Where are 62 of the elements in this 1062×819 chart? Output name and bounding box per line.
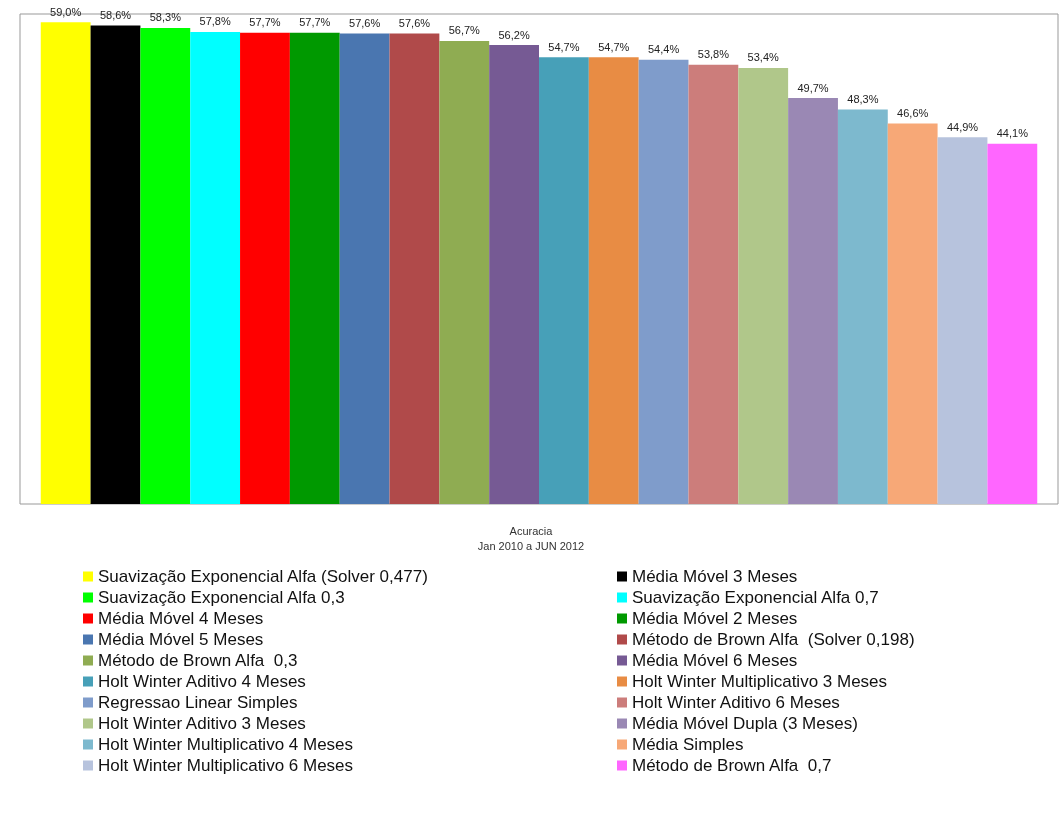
legend-label: Regressao Linear Simples <box>98 693 298 712</box>
legend-label: Média Móvel 6 Meses <box>632 651 798 670</box>
legend-label: Holt Winter Aditivo 3 Meses <box>98 714 306 733</box>
bar <box>40 22 91 504</box>
legend-label: Média Móvel 5 Meses <box>98 630 264 649</box>
legend-label: Média Móvel 2 Meses <box>632 609 798 628</box>
bar <box>140 27 191 504</box>
data-label: 57,6% <box>398 17 431 30</box>
data-label: 57,6% <box>349 17 381 30</box>
bar <box>887 123 938 504</box>
legend-label: Média Simples <box>632 735 744 754</box>
bar <box>389 33 440 504</box>
legend-label: Método de Brown Alfa 0,3 <box>98 651 298 670</box>
bar <box>339 33 390 504</box>
bar <box>588 57 639 504</box>
legend-label: Suavização Exponencial Alfa (Solver 0,477) <box>98 567 428 586</box>
data-label: 53,8% <box>697 48 730 61</box>
legend-label: Método de Brown Alfa (Solver 0,198) <box>632 630 915 649</box>
text: Acuracia <box>509 524 554 537</box>
data-label: 56,7% <box>448 24 481 37</box>
bar <box>90 25 141 504</box>
bar <box>937 137 988 504</box>
data-label: 44,9% <box>946 120 979 133</box>
legend-label: Método de Brown Alfa 0,7 <box>632 756 832 775</box>
data-label: 44,1% <box>996 127 1029 140</box>
bar <box>987 143 1038 504</box>
data-label: 56,2% <box>498 28 530 41</box>
legend-label: Holt Winter Aditivo 4 Meses <box>98 672 306 691</box>
bar <box>439 40 490 504</box>
data-label: 57,8% <box>199 15 231 28</box>
data-label: 48,3% <box>847 93 879 106</box>
data-label: 57,7% <box>249 16 281 29</box>
bar <box>489 45 539 504</box>
legend-label: Média Móvel 3 Meses <box>632 567 798 586</box>
legend-label: Média Móvel 4 Meses <box>98 609 264 628</box>
data-label: 46,6% <box>897 106 929 119</box>
bar <box>837 109 888 504</box>
bar <box>190 31 241 504</box>
data-label: 59,0% <box>50 5 82 18</box>
legend-label: Holt Winter Aditivo 6 Meses <box>632 693 840 712</box>
data-label: 54,7% <box>598 40 630 53</box>
data-label: 54,7% <box>548 40 580 53</box>
data-label: 58,6% <box>99 8 132 21</box>
data-label: 53,4% <box>747 51 780 64</box>
data-label: 57,7% <box>299 16 331 29</box>
legend-label: Suavização Exponencial Alfa 0,7 <box>632 588 879 607</box>
data-label: 54,4% <box>647 43 680 56</box>
legend-label: Média Móvel Dupla (3 Meses) <box>632 714 858 733</box>
bar <box>738 67 789 504</box>
bar <box>539 57 589 504</box>
bar <box>289 32 340 504</box>
legend-label: Suavização Exponencial Alfa 0,3 <box>98 588 345 607</box>
bar <box>788 98 838 504</box>
bar <box>240 32 290 504</box>
data-label: 49,7% <box>797 81 829 94</box>
data-label: 58,3% <box>149 11 182 24</box>
legend-label: Holt Winter Multiplicativo 4 Meses <box>98 735 354 754</box>
bar <box>688 64 739 504</box>
bar <box>638 59 689 504</box>
text: Jan 2010 a JUN 2012 <box>477 539 585 552</box>
legend-label: Holt Winter Multiplicativo 6 Meses <box>98 756 354 775</box>
legend-label: Holt Winter Multiplicativo 3 Meses <box>632 672 888 691</box>
